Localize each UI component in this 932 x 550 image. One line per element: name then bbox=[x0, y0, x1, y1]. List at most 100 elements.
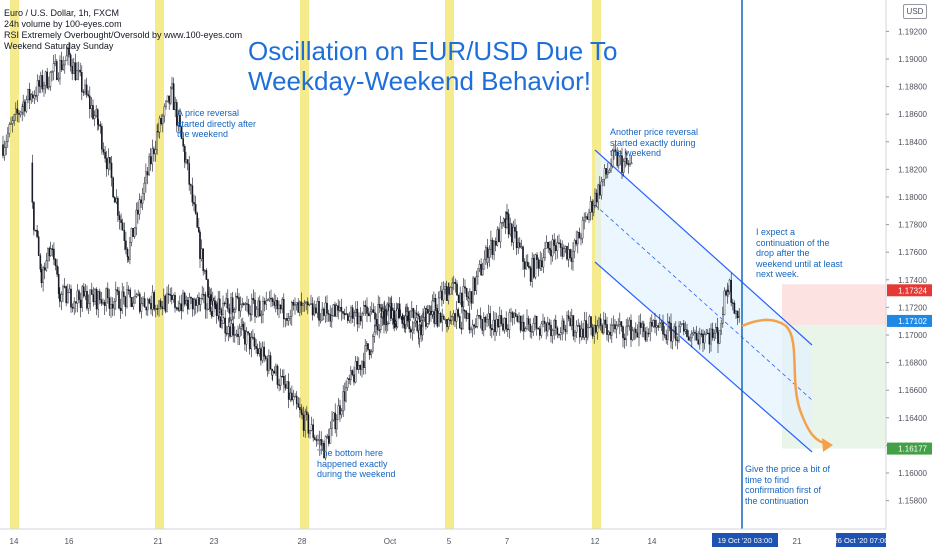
candle-body bbox=[13, 114, 16, 122]
indicator-volume-label[interactable]: 24h volume by 100-eyes.com bbox=[4, 19, 122, 29]
candle-body bbox=[233, 309, 236, 313]
candle-body bbox=[283, 376, 285, 385]
weekend-band bbox=[445, 0, 454, 529]
candle-body bbox=[125, 240, 127, 250]
candle-body bbox=[110, 162, 113, 178]
candle-body bbox=[484, 317, 487, 323]
candle-body bbox=[94, 289, 96, 302]
candle-body bbox=[49, 248, 52, 257]
candle-body bbox=[6, 133, 9, 143]
candle-body bbox=[499, 315, 501, 327]
candle-body bbox=[395, 323, 397, 327]
candle-body bbox=[166, 95, 169, 102]
candle-body bbox=[364, 345, 367, 368]
indicator-rsi-label[interactable]: RSI Extremely Overbought/Oversold by www… bbox=[4, 30, 243, 40]
candle-body bbox=[501, 221, 503, 224]
candle-body bbox=[255, 308, 258, 317]
candle-body bbox=[541, 260, 543, 268]
candle-body bbox=[268, 297, 271, 301]
candle-body bbox=[202, 248, 205, 272]
candle-body bbox=[425, 308, 428, 310]
candle-body bbox=[334, 304, 336, 317]
candle-body bbox=[694, 332, 696, 334]
candle-body bbox=[222, 302, 224, 316]
candle-body bbox=[439, 290, 442, 299]
candle-body bbox=[580, 328, 583, 338]
candle-body bbox=[180, 126, 183, 139]
candle-body bbox=[10, 123, 12, 125]
candle-body bbox=[504, 218, 507, 228]
candle-body bbox=[703, 334, 706, 344]
candle-body bbox=[643, 323, 645, 332]
candle-body bbox=[715, 327, 717, 334]
candle-body bbox=[477, 268, 479, 277]
candle-body bbox=[497, 319, 500, 327]
candle-body bbox=[597, 184, 599, 203]
candle-body bbox=[414, 320, 417, 324]
candle-body bbox=[116, 289, 119, 292]
candle-body bbox=[225, 333, 228, 335]
candle-body bbox=[534, 316, 536, 324]
candle-body bbox=[462, 286, 465, 307]
candle-body bbox=[201, 294, 204, 299]
candle-body bbox=[79, 69, 81, 73]
currency-badge[interactable]: USD bbox=[903, 4, 927, 19]
candle-body bbox=[278, 304, 280, 310]
candle-body bbox=[257, 300, 260, 310]
candle-body bbox=[71, 65, 73, 74]
note-line: time to find bbox=[745, 474, 790, 485]
candle-body bbox=[329, 314, 332, 322]
candle-body bbox=[317, 439, 319, 441]
candle-body bbox=[483, 258, 486, 270]
candle-body bbox=[59, 293, 61, 302]
candle-body bbox=[551, 330, 554, 336]
candle-body bbox=[435, 310, 437, 324]
candle-body bbox=[675, 326, 677, 341]
candle-body bbox=[301, 412, 303, 416]
candle-body bbox=[130, 227, 133, 243]
candle-body bbox=[681, 323, 683, 325]
candle-body bbox=[412, 308, 415, 318]
candle-body bbox=[711, 328, 714, 338]
price-tick-label: 1.17000 bbox=[898, 331, 927, 340]
candle-body bbox=[149, 156, 152, 165]
candle-body bbox=[494, 319, 496, 333]
candle-body bbox=[168, 95, 171, 104]
candle-body bbox=[47, 248, 49, 262]
candle-body bbox=[271, 298, 274, 303]
candle-body bbox=[270, 297, 272, 300]
candle-body bbox=[104, 152, 106, 159]
candle-body bbox=[156, 308, 159, 310]
candle-body bbox=[375, 319, 378, 325]
projection-path bbox=[741, 318, 829, 446]
candle-body bbox=[97, 124, 100, 126]
candle-body bbox=[481, 318, 484, 331]
candle-body bbox=[408, 320, 411, 330]
candle-body bbox=[42, 267, 44, 283]
candle-body bbox=[606, 324, 608, 335]
candle-body bbox=[503, 318, 506, 331]
symbol-title[interactable]: Euro / U.S. Dollar, 1h, FXCM bbox=[4, 8, 120, 18]
candle-body bbox=[303, 302, 306, 305]
candle-body bbox=[130, 297, 133, 307]
candle-body bbox=[409, 310, 412, 321]
candle-body bbox=[2, 144, 4, 156]
candle-body bbox=[620, 321, 623, 327]
candle-body bbox=[469, 291, 471, 299]
candle-body bbox=[343, 313, 346, 316]
candle-body bbox=[542, 320, 544, 325]
indicator-weekend-label[interactable]: Weekend Saturday Sunday bbox=[4, 41, 114, 51]
candle-body bbox=[19, 111, 22, 115]
note-patience: Give the price a bit of time to find con… bbox=[745, 464, 830, 506]
candle-body bbox=[601, 325, 603, 334]
candle-body bbox=[519, 315, 522, 331]
candle-body bbox=[509, 223, 512, 235]
candle-body bbox=[720, 323, 722, 331]
candle-body bbox=[506, 211, 508, 215]
candle-body bbox=[689, 337, 691, 341]
candle-body bbox=[68, 48, 70, 56]
candle-body bbox=[569, 318, 571, 326]
candle-body bbox=[342, 391, 345, 412]
candle-body bbox=[590, 316, 592, 328]
